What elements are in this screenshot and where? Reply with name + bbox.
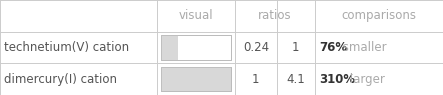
Bar	[161, 35, 178, 60]
Text: visual: visual	[179, 9, 214, 22]
Bar	[161, 67, 231, 91]
Text: technetium(V) cation: technetium(V) cation	[4, 41, 129, 54]
Bar	[161, 67, 231, 91]
Text: larger: larger	[346, 73, 385, 86]
Text: 310%: 310%	[319, 73, 355, 86]
Text: smaller: smaller	[339, 41, 387, 54]
Text: comparisons: comparisons	[341, 9, 416, 22]
Text: 1: 1	[252, 73, 260, 86]
Text: 4.1: 4.1	[286, 73, 305, 86]
Text: 76%: 76%	[319, 41, 347, 54]
Text: dimercury(I) cation: dimercury(I) cation	[4, 73, 117, 86]
Text: ratios: ratios	[258, 9, 291, 22]
Text: 1: 1	[292, 41, 299, 54]
Bar	[161, 35, 231, 60]
Text: 0.24: 0.24	[243, 41, 269, 54]
Bar	[161, 35, 231, 60]
Bar	[161, 67, 231, 91]
